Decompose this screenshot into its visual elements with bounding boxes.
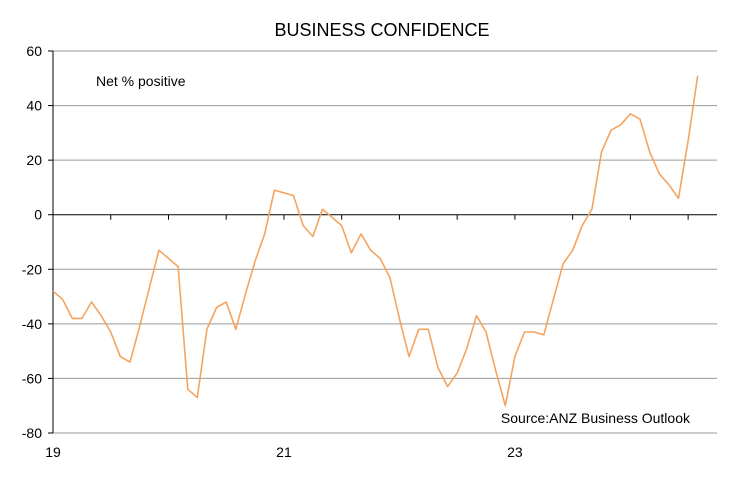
y-tick-label: 0 (34, 207, 42, 223)
chart-title: BUSINESS CONFIDENCE (274, 20, 489, 40)
x-tick-label: 19 (45, 444, 61, 460)
axes (48, 50, 717, 434)
x-tick-labels: 19 21 23 (45, 444, 523, 460)
y-tick-label: 40 (26, 98, 42, 114)
source-annotation: Source:ANZ Business Outlook (501, 410, 691, 426)
series (52, 75, 699, 407)
y-tick-label: 60 (26, 43, 42, 59)
y-tick-label: -60 (22, 370, 42, 386)
y-tick-label: 20 (26, 152, 42, 168)
x-tick-label: 21 (276, 444, 292, 460)
series-line (52, 75, 699, 407)
y-tick-labels: -80 -60 -40 -20 0 20 40 60 (22, 43, 42, 441)
gridlines (53, 50, 717, 434)
units-annotation: Net % positive (96, 73, 186, 89)
y-tick-label: -80 (22, 425, 42, 441)
y-tick-label: -20 (22, 261, 42, 277)
y-tick-label: -40 (22, 316, 42, 332)
x-tick-label: 23 (507, 444, 523, 460)
